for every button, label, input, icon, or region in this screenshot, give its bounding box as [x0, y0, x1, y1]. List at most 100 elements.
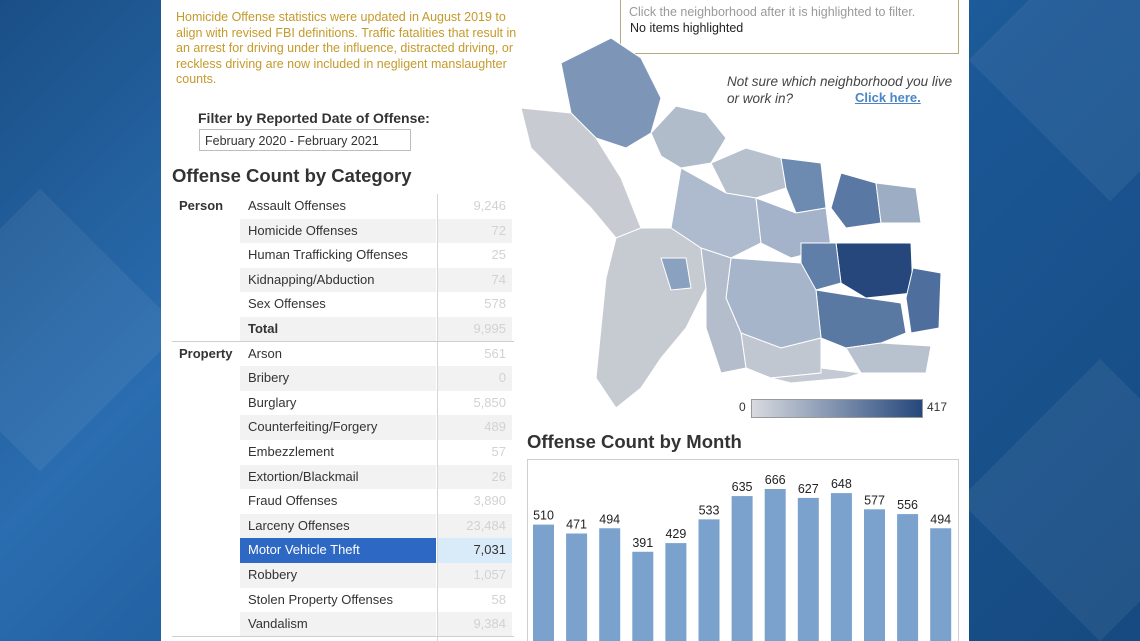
neighborhood-question: Not sure which neighborhood you live or … [727, 74, 953, 106]
row-value: 9,995 [438, 317, 512, 342]
offense-month-bar-chart: 510 471 494 391 429 533 635 666 627 648 577 556 494 [533, 473, 952, 641]
homicide-update-note: Homicide Offense statistics were updated… [176, 10, 517, 86]
month-bar-label: 627 [798, 482, 819, 496]
month-bar[interactable] [599, 528, 621, 641]
row-value: 9,384 [438, 612, 512, 637]
row-value: 26 [438, 464, 512, 490]
row-label: Human Trafficking Offenses [248, 247, 408, 263]
month-bar[interactable] [830, 493, 852, 641]
row-value: 0 [438, 366, 512, 391]
date-filter-dropdown[interactable]: February 2020 - February 2021 [199, 129, 411, 151]
map-legend-min: 0 [739, 400, 746, 414]
group-separator [172, 636, 514, 637]
month-bar[interactable] [632, 551, 654, 641]
map-region-downtown[interactable] [660, 257, 692, 291]
row-value: 489 [438, 415, 512, 440]
table-row[interactable]: Robbery 1,057 [172, 563, 514, 588]
month-bar[interactable] [731, 496, 753, 641]
table-row[interactable]: Counterfeiting/Forgery 489 [172, 415, 514, 440]
map-region-river-east[interactable] [700, 247, 747, 374]
map-region-northeast-4[interactable] [875, 182, 922, 224]
map-region-east-high[interactable] [835, 242, 914, 299]
month-bar[interactable] [897, 514, 919, 641]
table-row[interactable]: Fraud Offenses 3,890 [172, 489, 514, 514]
row-label: Bribery [240, 366, 436, 391]
table-row-selected[interactable]: Motor Vehicle Theft 7,031 [172, 538, 514, 563]
table-row[interactable]: Burglary 5,850 [172, 391, 514, 416]
table-row[interactable]: Property Arson 561 [172, 342, 514, 367]
table-row[interactable]: Larceny Offenses 23,484 [172, 513, 514, 539]
row-label: Kidnapping/Abduction [240, 267, 436, 293]
map-region-southwest[interactable] [595, 227, 707, 409]
month-bar[interactable] [698, 519, 720, 641]
map-region-outer-southeast[interactable] [845, 342, 932, 374]
month-bar-label: 635 [732, 480, 753, 494]
month-bar[interactable] [930, 528, 952, 641]
month-bar-label: 510 [533, 509, 554, 523]
row-label: Embezzlement [248, 444, 334, 459]
table-row[interactable]: Person Assault Offenses 9,246 [172, 194, 514, 219]
month-bar[interactable] [864, 509, 885, 641]
table-row-total[interactable]: Total 9,995 [172, 317, 514, 342]
dashboard-panel: Homicide Offense statistics were updated… [161, 0, 969, 641]
row-label: Burglary [248, 394, 297, 410]
map-region-northeast-2[interactable] [780, 157, 827, 214]
table-row[interactable]: Stolen Property Offenses 58 [172, 588, 514, 613]
row-value: 3,890 [473, 493, 506, 509]
table-row[interactable]: Bribery 0 [172, 366, 514, 391]
map-legend-gradient [751, 399, 923, 418]
table-row[interactable]: Extortion/Blackmail 26 [172, 464, 514, 490]
table-row[interactable]: Kidnapping/Abduction 74 [172, 267, 514, 293]
category-section-title: Offense Count by Category [172, 165, 412, 186]
row-value: 9,246 [473, 198, 506, 213]
map-region-far-east[interactable] [905, 267, 941, 334]
row-label: Sex Offenses [248, 296, 326, 312]
row-label: Extortion/Blackmail [240, 464, 436, 490]
row-value: 23,484 [438, 513, 512, 539]
neighborhood-map[interactable] [501, 28, 941, 428]
row-value: 25 [491, 247, 506, 263]
row-label: Stolen Property Offenses [248, 591, 394, 607]
table-row[interactable]: Sex Offenses 578 [172, 292, 514, 317]
month-bar-label: 556 [897, 498, 918, 512]
month-bar[interactable] [797, 497, 819, 641]
row-label: Vandalism [240, 612, 436, 637]
row-value: 58 [491, 591, 506, 607]
group-separator [172, 341, 514, 342]
row-value: 72 [438, 218, 512, 244]
map-region-northeast-3[interactable] [830, 172, 882, 229]
highlight-status-box: Click the neighborhood after it is highl… [620, 0, 959, 54]
table-row[interactable]: Embezzlement 57 [172, 440, 514, 465]
month-bar-label: 429 [665, 527, 686, 541]
row-value: 74 [438, 267, 512, 293]
neighborhood-help-link[interactable]: Click here. [855, 90, 921, 105]
month-bar[interactable] [665, 543, 687, 641]
month-chart-title: Offense Count by Month [527, 431, 742, 452]
month-bar[interactable] [566, 533, 588, 641]
table-row[interactable]: Vandalism 9,384 [172, 612, 514, 637]
month-bar[interactable] [764, 489, 786, 641]
row-value: 1,057 [438, 563, 512, 588]
map-region-north[interactable] [650, 105, 727, 169]
month-bar-label: 666 [765, 473, 786, 487]
row-label: Total [240, 317, 436, 342]
highlight-hint: Click the neighborhood after it is highl… [629, 5, 916, 19]
month-bar[interactable] [533, 524, 554, 641]
date-filter-label: Filter by Reported Date of Offense: [198, 110, 430, 126]
row-value: 7,031 [438, 538, 512, 563]
map-region-south[interactable] [770, 367, 862, 384]
row-value: 57 [491, 444, 506, 459]
group-label-person: Person [179, 198, 224, 213]
row-label: Arson [248, 345, 282, 361]
row-value: 578 [484, 296, 506, 312]
month-bar-label: 494 [599, 512, 620, 526]
row-label: Homicide Offenses [240, 218, 436, 244]
table-row[interactable]: Homicide Offenses 72 [172, 218, 514, 244]
row-label: Fraud Offenses [248, 493, 338, 509]
table-divider [437, 194, 438, 641]
month-bar-label: 577 [864, 493, 885, 507]
table-row[interactable]: Human Trafficking Offenses 25 [172, 243, 514, 268]
row-label: Assault Offenses [248, 198, 347, 213]
highlight-status: No items highlighted [630, 21, 744, 35]
map-region-southeast[interactable] [815, 289, 907, 349]
